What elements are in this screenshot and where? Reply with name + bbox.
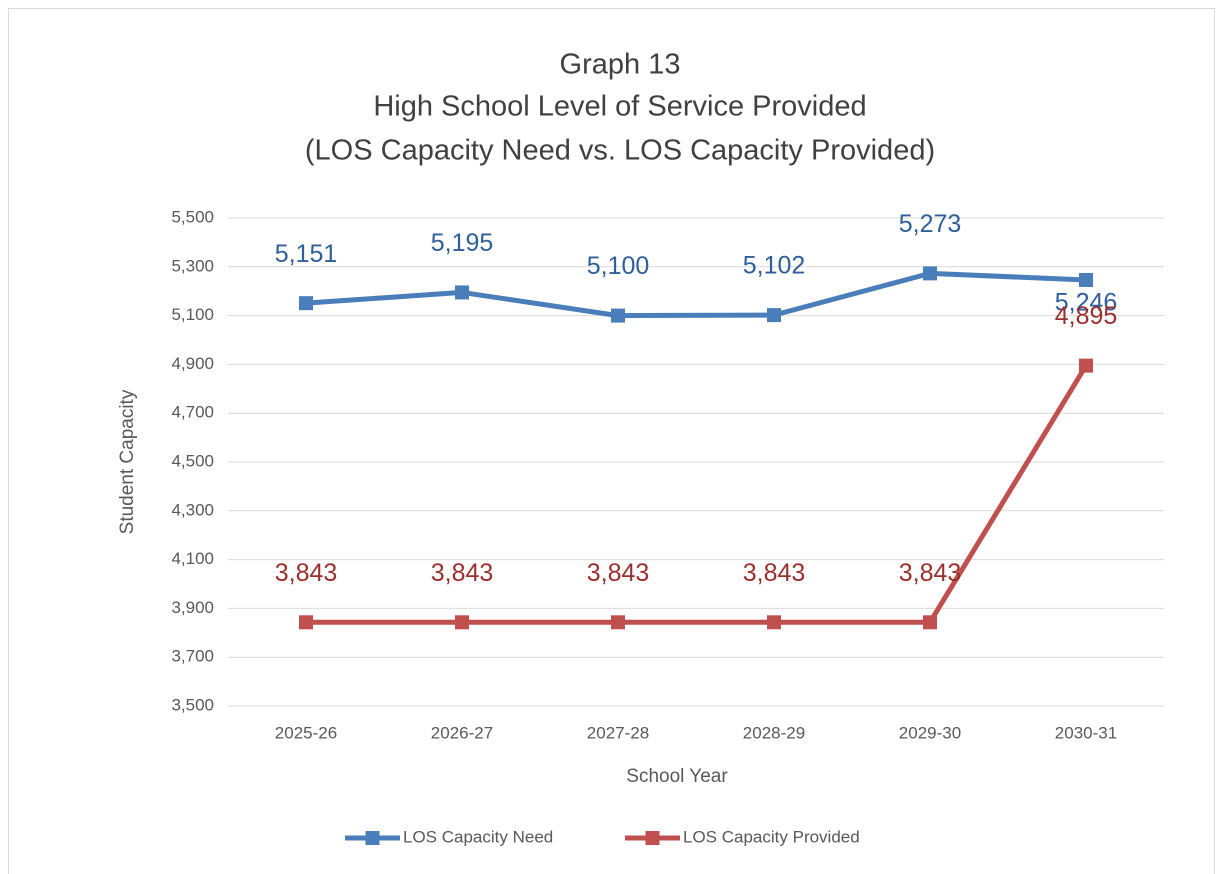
chart-title: (LOS Capacity Need vs. LOS Capacity Prov… <box>305 135 935 167</box>
chart-title: Graph 13 <box>560 49 681 81</box>
data-label: 5,273 <box>899 210 962 238</box>
y-tick-label: 3,500 <box>171 695 214 714</box>
x-tick-label: 2025-26 <box>275 723 337 742</box>
x-tick-label: 2028-29 <box>743 723 805 742</box>
y-tick-label: 4,900 <box>171 354 214 373</box>
marker <box>611 615 625 630</box>
marker <box>923 266 937 281</box>
y-tick-label: 5,500 <box>171 207 214 226</box>
marker <box>299 615 313 630</box>
marker <box>923 615 937 630</box>
marker <box>1079 358 1093 373</box>
x-tick-label: 2026-27 <box>431 723 493 742</box>
y-tick-label: 4,700 <box>171 403 214 422</box>
legend-marker <box>645 831 660 845</box>
data-label: 3,843 <box>431 559 494 587</box>
legend-marker <box>365 831 380 845</box>
marker <box>767 308 781 323</box>
y-tick-label: 5,100 <box>171 305 214 324</box>
marker <box>455 615 469 630</box>
data-label: 3,843 <box>743 559 806 587</box>
data-label: 3,843 <box>275 559 338 587</box>
x-axis-title: School Year <box>626 766 728 787</box>
y-tick-label: 5,300 <box>171 256 214 275</box>
legend-label: LOS Capacity Provided <box>683 827 860 846</box>
marker <box>1079 272 1093 287</box>
y-tick-label: 4,100 <box>171 549 214 568</box>
x-tick-label: 2030-31 <box>1055 723 1117 742</box>
marker <box>455 285 469 300</box>
legend-label: LOS Capacity Need <box>403 827 553 846</box>
data-label: 3,843 <box>587 559 650 587</box>
data-label: 3,843 <box>899 559 962 587</box>
marker <box>611 308 625 323</box>
data-label: 5,151 <box>275 240 338 268</box>
chart-title: High School Level of Service Provided <box>373 91 866 123</box>
data-label: 5,102 <box>743 252 806 280</box>
series-line <box>306 364 1089 625</box>
chart-border <box>8 8 1215 874</box>
data-label: 5,246 <box>1055 289 1118 317</box>
series-line <box>305 270 1087 319</box>
data-label: 5,100 <box>587 252 650 280</box>
y-tick-label: 4,500 <box>171 451 214 470</box>
data-label: 4,895 <box>1055 302 1118 330</box>
marker <box>767 615 781 630</box>
x-tick-label: 2027-28 <box>587 723 649 742</box>
x-tick-label: 2029-30 <box>899 723 961 742</box>
y-axis-title: Student Capacity <box>117 389 138 534</box>
y-tick-label: 3,700 <box>171 647 214 666</box>
marker <box>299 296 313 311</box>
y-tick-label: 3,900 <box>171 598 214 617</box>
data-label: 5,195 <box>431 229 494 257</box>
y-tick-label: 4,300 <box>171 500 214 519</box>
